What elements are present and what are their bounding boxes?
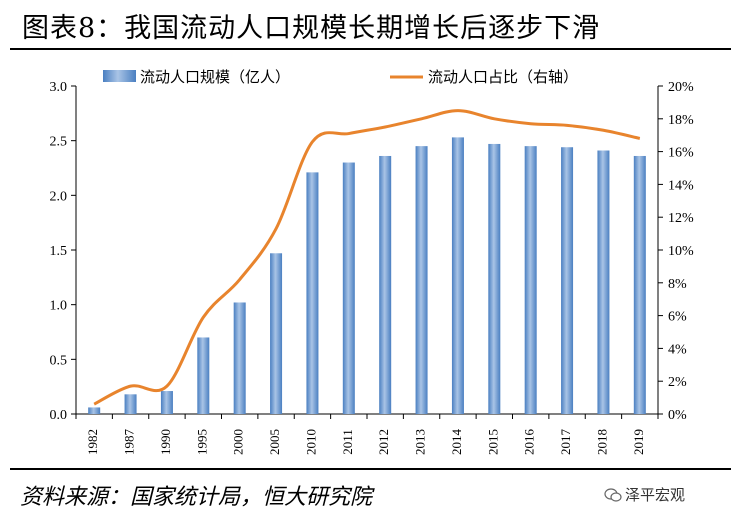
bar bbox=[379, 155, 392, 414]
legend-bar-label: 流动人口规模（亿人） bbox=[140, 68, 290, 86]
chart: 0.0 0.5 1.0 1.5 2.0 2.5 3.0 0% 2% 4% 6% 8% 10% 12% 14%… bbox=[50, 68, 695, 455]
x-tick-label: 2012 bbox=[376, 429, 391, 455]
left-tick-label: 2.0 bbox=[50, 189, 68, 204]
x-tick-label: 2015 bbox=[485, 429, 500, 455]
x-tick-label: 2018 bbox=[594, 429, 609, 455]
right-tick-label: 6% bbox=[668, 310, 687, 325]
bar bbox=[488, 143, 501, 415]
x-tick-label: 2010 bbox=[303, 429, 318, 455]
bar bbox=[561, 147, 574, 414]
left-tick-label: 0.0 bbox=[50, 408, 68, 423]
left-tick-label: 0.5 bbox=[50, 353, 68, 368]
left-tick-label: 1.5 bbox=[50, 244, 68, 259]
x-tick-label: 2011 bbox=[340, 429, 355, 455]
bar bbox=[415, 146, 428, 414]
right-tick-label: 18% bbox=[668, 113, 694, 128]
x-tick-label: 2019 bbox=[631, 429, 646, 455]
right-tick-label: 8% bbox=[668, 277, 687, 292]
x-tick-label: 1995 bbox=[194, 429, 209, 455]
left-tick-label: 3.0 bbox=[50, 80, 68, 95]
x-tick-label: 1990 bbox=[158, 429, 173, 455]
bar bbox=[233, 302, 246, 414]
right-tick-label: 10% bbox=[668, 244, 694, 259]
x-tick-label: 1982 bbox=[85, 429, 100, 455]
right-tick-label: 16% bbox=[668, 146, 694, 161]
watermark: 泽平宏观 bbox=[604, 484, 685, 505]
axes: 0.0 0.5 1.0 1.5 2.0 2.5 3.0 0% 2% 4% 6% 8% 10% 12% 14%… bbox=[50, 80, 695, 455]
x-tick-label: 2014 bbox=[449, 429, 464, 456]
legend-line-label: 流动人口占比（右轴） bbox=[428, 68, 578, 86]
right-tick-label: 2% bbox=[668, 375, 687, 390]
bar bbox=[197, 337, 210, 414]
right-tick-label: 4% bbox=[668, 342, 687, 357]
legend: 流动人口规模（亿人） 流动人口占比（右轴） bbox=[103, 68, 578, 86]
share-line bbox=[93, 109, 641, 406]
title-rule bbox=[10, 48, 731, 50]
bar-series bbox=[88, 137, 646, 415]
x-tick-label: 1987 bbox=[122, 429, 137, 456]
left-tick-label: 1.0 bbox=[50, 299, 68, 314]
bar bbox=[451, 137, 464, 415]
bar bbox=[88, 407, 101, 414]
x-tick-label: 2017 bbox=[558, 429, 573, 456]
right-tick-label: 12% bbox=[668, 211, 694, 226]
bar bbox=[597, 150, 610, 415]
watermark-text: 泽平宏观 bbox=[625, 486, 686, 504]
line-series bbox=[93, 109, 641, 406]
bar bbox=[633, 155, 646, 414]
bar bbox=[524, 146, 537, 414]
wechat-icon bbox=[604, 488, 622, 502]
legend-bar-swatch bbox=[103, 70, 136, 82]
right-tick-label: 20% bbox=[668, 80, 694, 95]
bar bbox=[160, 391, 173, 414]
right-tick-label: 0% bbox=[668, 408, 687, 423]
x-tick-label: 2016 bbox=[522, 429, 537, 456]
bar bbox=[306, 172, 319, 414]
x-tick-label: 2000 bbox=[231, 429, 246, 455]
x-tick-label: 2013 bbox=[413, 429, 428, 455]
bar bbox=[270, 253, 283, 414]
left-tick-label: 2.5 bbox=[50, 135, 68, 150]
bar bbox=[342, 162, 355, 414]
x-tick-label: 2005 bbox=[267, 429, 282, 455]
bar bbox=[124, 394, 137, 414]
page-title: 图表8：我国流动人口规模长期增长后逐步下滑 bbox=[22, 13, 601, 44]
right-tick-label: 14% bbox=[668, 178, 694, 193]
source-note: 资料来源：国家统计局，恒大研究院 bbox=[20, 485, 373, 510]
footer-rule bbox=[10, 468, 731, 470]
